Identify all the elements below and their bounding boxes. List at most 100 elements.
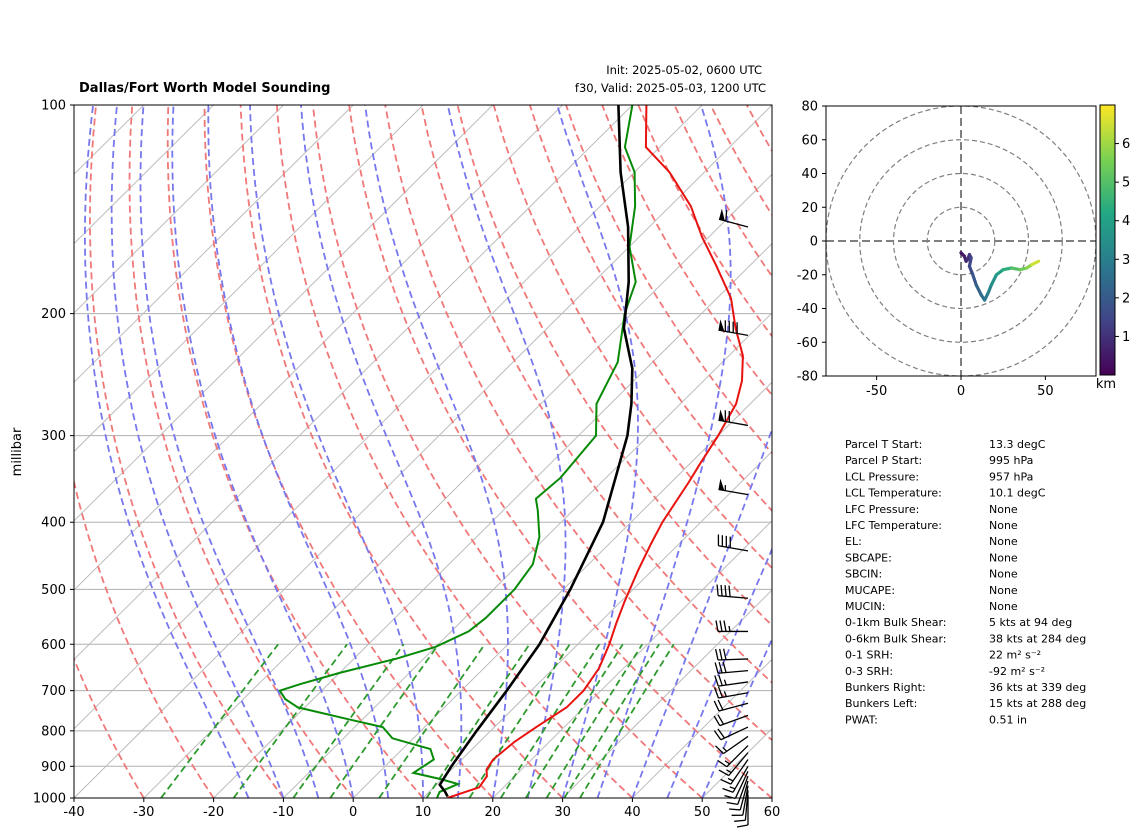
dewpoint-profile <box>278 105 637 798</box>
y-tick-label: 100 <box>41 99 66 114</box>
skewt-profiles <box>278 105 744 798</box>
param-label: LFC Temperature: <box>845 519 942 532</box>
moist-adiabat <box>446 105 567 798</box>
mixing-ratio-line <box>292 643 405 798</box>
param-value: 995 hPa <box>989 454 1033 467</box>
x-tick-label: 0 <box>349 805 357 820</box>
mixing-ratio-line <box>579 643 675 798</box>
hodo-y-tick-label: -20 <box>797 268 818 283</box>
colorbar-tick-label: 6 <box>1122 137 1130 152</box>
isotherm-line <box>74 105 772 798</box>
isotherm-line <box>74 105 424 453</box>
mixing-ratio-line <box>378 643 486 798</box>
y-tick-label: 800 <box>41 724 66 739</box>
moist-adiabat <box>300 105 463 798</box>
wind-barb <box>718 208 749 228</box>
mixing-ratio-line <box>232 643 348 798</box>
param-value: None <box>989 584 1018 597</box>
hodo-y-tick-label: -40 <box>797 302 818 317</box>
param-value: None <box>989 568 1018 581</box>
hodo-y-tick-label: 20 <box>801 201 818 216</box>
wind-barb <box>715 620 748 633</box>
param-value: 13.3 degC <box>989 438 1046 451</box>
wind-barbs <box>713 208 749 828</box>
wind-barb <box>736 794 749 828</box>
moist-adiabat <box>207 105 389 798</box>
mixing-ratio-line <box>545 643 644 798</box>
y-tick-label: 600 <box>41 638 66 653</box>
colorbar-tick-label: 2 <box>1122 291 1130 306</box>
colorbar-tick-label: 4 <box>1122 214 1130 229</box>
mixing-ratio-line <box>500 643 601 798</box>
y-tick-label: 500 <box>41 583 66 598</box>
dry-adiabat <box>312 105 703 798</box>
param-label: MUCIN: <box>845 600 885 613</box>
dry-adiabat <box>74 656 145 798</box>
moist-adiabat <box>249 105 424 798</box>
mixing-ratio-line <box>160 643 279 798</box>
wind-barb <box>731 785 749 816</box>
isotherm-line <box>74 105 703 730</box>
isotherm-line <box>74 105 563 591</box>
hodo-x-tick-label: -50 <box>866 384 887 399</box>
param-value: None <box>989 503 1018 516</box>
wind-barb <box>713 726 749 741</box>
dry-adiabat <box>128 105 354 798</box>
param-label: Parcel P Start: <box>845 454 922 467</box>
param-value: None <box>989 551 1018 564</box>
moist-adiabat <box>596 105 732 798</box>
x-tick-label: -10 <box>273 805 294 820</box>
wind-barb <box>729 780 749 811</box>
mixing-ratio-line <box>329 643 440 798</box>
param-value: 38 kts at 284 deg <box>989 632 1086 645</box>
dry-adiabat <box>275 105 634 798</box>
y-tick-label: 400 <box>41 516 66 531</box>
wind-barb <box>713 714 749 727</box>
dry-adiabat <box>348 105 772 798</box>
hodograph-segment <box>1030 259 1041 267</box>
isotherm-line <box>213 242 772 798</box>
param-value: 5 kts at 94 deg <box>989 616 1072 629</box>
wind-barb <box>722 765 749 793</box>
isotherm-line <box>74 105 354 383</box>
dry-adiabat <box>601 105 772 397</box>
mixing-ratio-line <box>468 643 571 798</box>
hodograph-segment <box>971 273 978 287</box>
mixing-ratio-line <box>425 643 531 798</box>
dry-adiabat <box>384 105 772 742</box>
valid-time-label: f30, Valid: 2025-05-03, 1200 UTC <box>575 81 766 95</box>
param-label: EL: <box>845 535 862 548</box>
wind-barb <box>715 648 749 661</box>
param-value: 957 hPa <box>989 470 1033 483</box>
param-value: 10.1 degC <box>989 487 1046 500</box>
param-label: PWAT: <box>845 713 878 726</box>
colorbar-tick-label: 3 <box>1122 253 1130 268</box>
isotherm-line <box>74 105 633 661</box>
moist-adiabat <box>171 105 355 798</box>
param-value: 0.51 in <box>989 713 1027 726</box>
parcel-profile <box>438 105 634 798</box>
temperature-profile <box>447 105 744 798</box>
y-tick-label: 1000 <box>33 792 66 807</box>
param-value: 15 kts at 288 deg <box>989 697 1086 710</box>
param-value: None <box>989 519 1018 532</box>
hodo-y-tick-label: 60 <box>801 133 818 148</box>
isotherm-line <box>492 520 772 798</box>
wind-barb <box>714 674 749 687</box>
param-label: 0-6km Bulk Shear: <box>845 632 947 645</box>
skewt-axes: -40 -30 -20 -10 0 10 20 30 40 50 60 1000 900 800 700 60… <box>33 99 780 821</box>
wind-barb <box>717 745 749 768</box>
wind-barb <box>717 534 749 552</box>
init-time-label: Init: 2025-05-02, 0600 UTC <box>606 63 762 77</box>
dry-adiabat <box>420 105 772 684</box>
hodograph-segment <box>989 273 999 287</box>
param-label: LCL Temperature: <box>845 487 942 500</box>
param-label: LCL Pressure: <box>845 470 919 483</box>
isotherm-line <box>632 658 772 798</box>
param-value: -92 m² s⁻² <box>989 665 1045 678</box>
chart-title: Dallas/Fort Worth Model Sounding <box>79 81 330 96</box>
param-label: 0-1km Bulk Shear: <box>845 616 947 629</box>
hodo-y-tick-label: -60 <box>797 336 818 351</box>
isotherm-line <box>74 105 284 314</box>
